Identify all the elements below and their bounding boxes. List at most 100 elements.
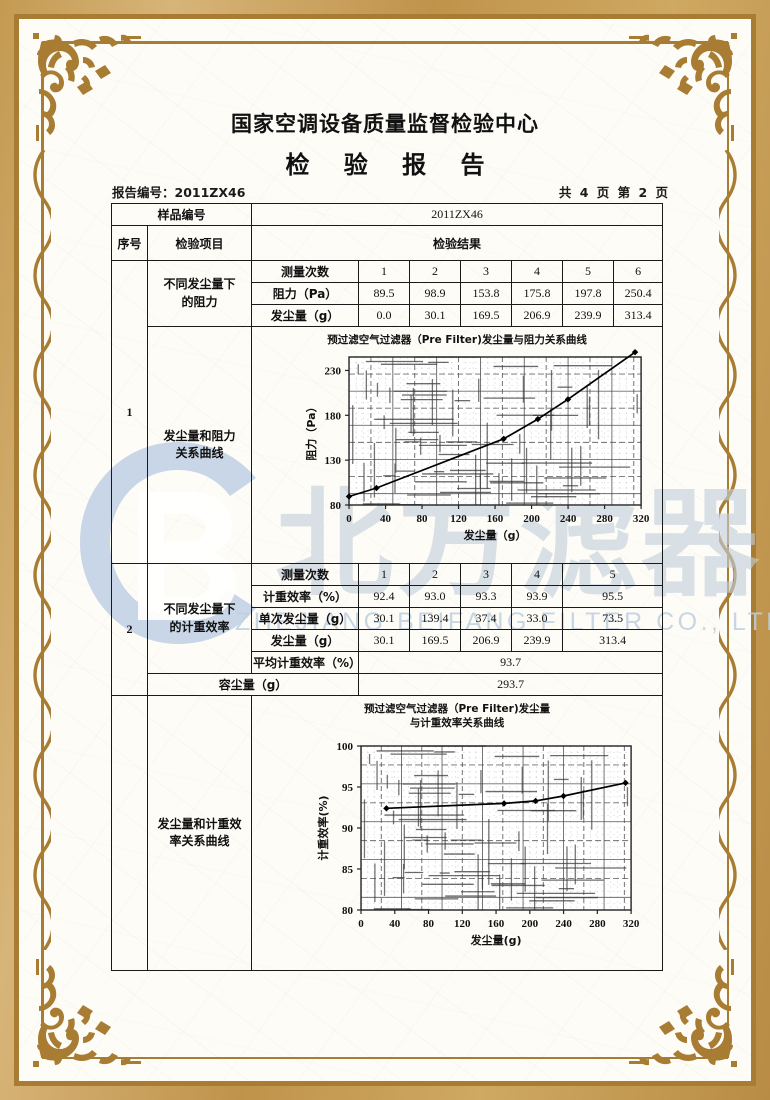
resistance-4: 175.8 xyxy=(511,282,564,305)
efficiency-5: 95.5 xyxy=(562,585,664,608)
corner-ornament-bottom-right-icon xyxy=(625,955,745,1075)
row-index-2-text: 2 xyxy=(126,622,133,636)
efficiency-label: 计重效率（%） xyxy=(251,585,360,608)
measure-2-5: 5 xyxy=(562,563,664,586)
row-item-chart-1-text: 发尘量和阻力 关系曲线 xyxy=(163,428,236,460)
svg-text:90: 90 xyxy=(342,823,354,835)
svg-text:80: 80 xyxy=(417,513,429,525)
svg-text:320: 320 xyxy=(623,918,640,930)
sample-no-label: 样品编号 xyxy=(110,203,253,226)
inner-rule-top xyxy=(42,41,728,44)
single-dust-label: 单次发尘量（g） xyxy=(251,607,360,630)
row-index-2b xyxy=(111,695,148,971)
dust-1-1: 0.0 xyxy=(358,304,411,327)
chart-1-title: 预过滤空气过滤器（Pre Filter)发尘量与阻力关系曲线 xyxy=(327,334,587,346)
svg-text:85: 85 xyxy=(342,864,354,876)
svg-text:80: 80 xyxy=(330,500,342,512)
col-item-header: 检验项目 xyxy=(146,225,253,261)
measure-1-3: 3 xyxy=(460,260,513,283)
page-title: 国家空调设备质量监督检验中心 xyxy=(231,112,539,136)
resistance-3: 153.8 xyxy=(460,282,513,305)
measure-count-label-1: 测量次数 xyxy=(251,260,360,283)
page-subtitle: 检 验 报 告 xyxy=(285,151,498,179)
svg-text:发尘量(g): 发尘量(g) xyxy=(470,933,522,947)
svg-text:0: 0 xyxy=(358,918,364,930)
efficiency-3: 93.3 xyxy=(460,585,513,608)
edge-scroll-right-icon xyxy=(719,150,745,950)
dust-capacity-label: 容尘量（g） xyxy=(146,673,360,696)
dust-capacity-value: 293.7 xyxy=(358,673,664,696)
resistance-2: 98.9 xyxy=(409,282,462,305)
resistance-6: 250.4 xyxy=(613,282,664,305)
svg-text:0: 0 xyxy=(346,513,352,525)
col-index-header: 序号 xyxy=(111,225,148,261)
corner-ornament-top-left-icon xyxy=(25,25,145,145)
svg-text:320: 320 xyxy=(633,513,650,525)
table-row-header: 序号 检验项目 检验结果 xyxy=(111,225,664,261)
chart-1-cell: 预过滤空气过滤器（Pre Filter)发尘量与阻力关系曲线 0 40 80 120 1… xyxy=(251,326,664,564)
edge-scroll-left-icon xyxy=(25,150,51,950)
single-dust-4: 33.0 xyxy=(511,607,564,630)
row-index-2: 2 xyxy=(111,563,148,696)
measure-2-4: 4 xyxy=(511,563,564,586)
table-row-average: 平均计重效率（%） 93.7 xyxy=(112,651,664,674)
chart-2-plot: 0 40 80 120 160 200 240 280 320 80 85 90 95 100 发尘量(g)… xyxy=(316,741,640,947)
table-row-sample-no: 样品编号 2011ZX46 xyxy=(110,203,664,226)
row-item-resistance-text: 不同发尘量下 的阻力 xyxy=(163,277,236,309)
resistance-label: 阻力（Pa） xyxy=(251,282,360,305)
measure-1-1: 1 xyxy=(358,260,411,283)
table-row-measure-1: 1 不同发尘量下 的阻力 测量次数 1 2 3 4 5 6 xyxy=(111,260,664,564)
measure-count-label-2: 测量次数 xyxy=(251,563,360,586)
row-item-chart-2: 发尘量和计重效 率关系曲线 xyxy=(146,695,253,971)
row-item-resistance: 不同发尘量下 的阻力 xyxy=(146,260,253,327)
measure-1-6: 6 xyxy=(613,260,664,283)
dust-1-4: 206.9 xyxy=(511,304,564,327)
row-item-chart-1: 发尘量和阻力 关系曲线 xyxy=(146,326,253,564)
col-result-header: 检验结果 xyxy=(251,225,664,261)
single-dust-5: 73.5 xyxy=(562,607,664,630)
svg-text:160: 160 xyxy=(487,513,504,525)
measure-1-2: 2 xyxy=(409,260,462,283)
chart-2-title: 预过滤空气过滤器（Pre Filter)发尘量 与计重效率关系曲线 xyxy=(363,703,551,730)
measure-2-3: 3 xyxy=(460,563,513,586)
svg-text:120: 120 xyxy=(454,918,471,930)
table-row-dust-1: 发尘量（g） 0.0 30.1 169.5 206.9 239.9 313.4 xyxy=(112,304,664,327)
resistance-5: 197.8 xyxy=(562,282,615,305)
svg-text:阻力（Pa）: 阻力（Pa） xyxy=(304,401,318,460)
single-dust-1: 30.1 xyxy=(358,607,411,630)
dust-1-5: 239.9 xyxy=(562,304,615,327)
dust-1-6: 313.4 xyxy=(613,304,664,327)
svg-text:280: 280 xyxy=(596,513,613,525)
svg-text:130: 130 xyxy=(325,455,342,467)
measure-1-5: 5 xyxy=(562,260,615,283)
chart-2-cell: 预过滤空气过滤器（Pre Filter)发尘量 与计重效率关系曲线 0 40 80 12… xyxy=(251,695,664,971)
dust-1-3: 169.5 xyxy=(460,304,513,327)
measure-2-1: 1 xyxy=(358,563,411,586)
svg-text:160: 160 xyxy=(488,918,505,930)
page-indicator: 共 4 页 第 2 页 xyxy=(558,185,670,200)
corner-ornament-bottom-left-icon xyxy=(25,955,145,1075)
svg-text:计重效率(%): 计重效率(%) xyxy=(316,795,330,860)
average-efficiency-label: 平均计重效率（%） xyxy=(251,651,361,674)
table-row-capacity: 容尘量（g） 293.7 xyxy=(112,673,664,696)
row-item-chart-2-text: 发尘量和计重效 率关系曲线 xyxy=(157,816,242,848)
svg-text:100: 100 xyxy=(337,741,354,753)
dust-2-5: 313.4 xyxy=(562,629,664,652)
table-row-chart-1: 发尘量和阻力 关系曲线 预过滤空气过滤器（Pre Filter)发尘量与阻力关系曲… xyxy=(112,326,664,564)
dust-label-1: 发尘量（g） xyxy=(251,304,360,327)
single-dust-3: 37.4 xyxy=(460,607,513,630)
svg-text:240: 240 xyxy=(555,918,572,930)
table-row-chart-2: 发尘量和计重效 率关系曲线 预过滤空气过滤器（Pre Filter)发尘量 与计重效… xyxy=(111,695,664,971)
svg-text:发尘量（g）: 发尘量（g） xyxy=(463,528,527,542)
average-efficiency-value: 93.7 xyxy=(358,651,664,674)
table-row-measure-2: 2 不同发尘量下 的计重效率 测量次数 1 2 3 4 5 xyxy=(111,563,664,696)
report-number: 报告编号：2011ZX46 xyxy=(112,185,246,200)
corner-ornament-top-right-icon xyxy=(625,25,745,145)
row-item-efficiency: 不同发尘量下 的计重效率 xyxy=(146,563,253,674)
chart-1-plot: 0 40 80 120 160 200 240 280 320 80 130 180 230 发尘量（g）… xyxy=(304,348,650,542)
resistance-1: 89.5 xyxy=(358,282,411,305)
dust-label-2: 发尘量（g） xyxy=(251,629,360,652)
svg-text:200: 200 xyxy=(523,513,540,525)
dust-2-1: 30.1 xyxy=(358,629,411,652)
